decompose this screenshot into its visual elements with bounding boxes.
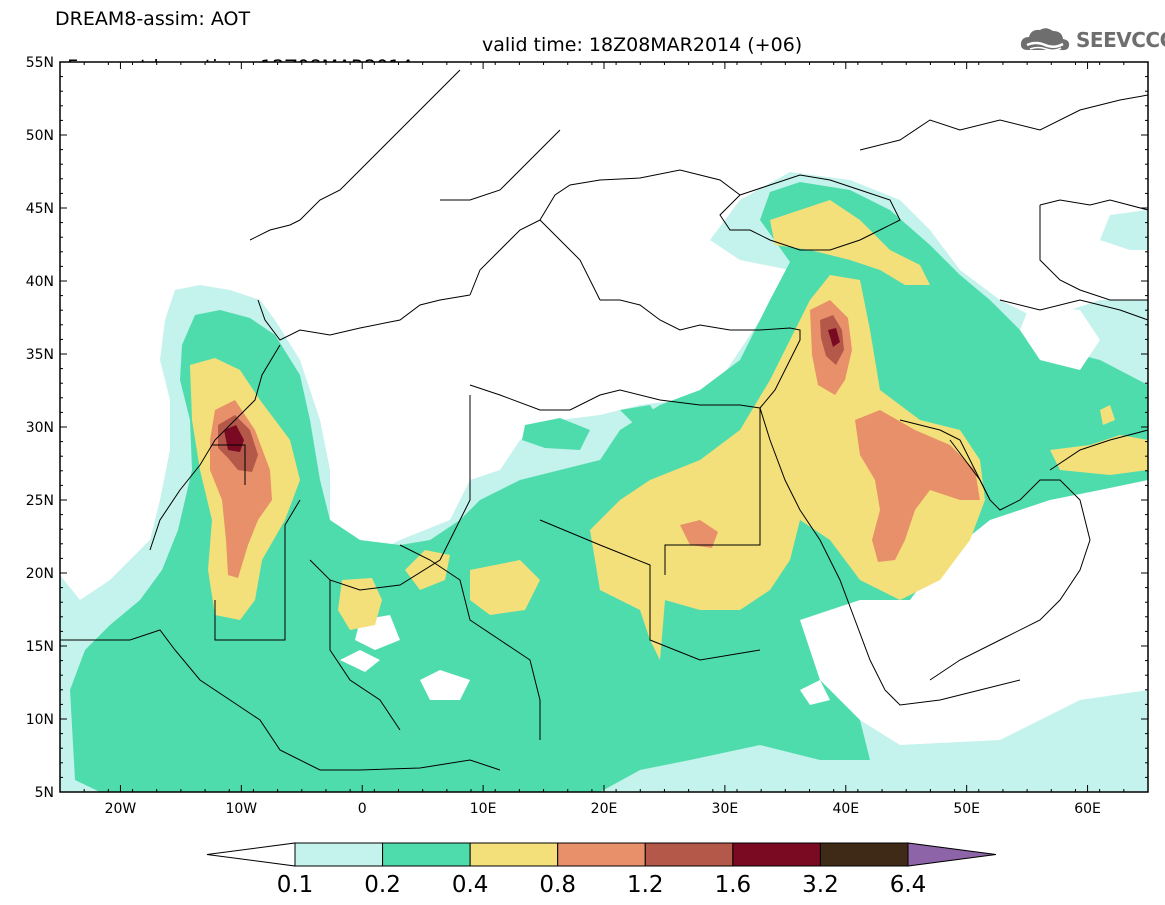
lat-tick-label: 30N — [26, 420, 54, 436]
lat-tick-label: 50N — [26, 128, 54, 144]
colorbar-high-arrow — [907, 842, 997, 867]
colorbar-segment — [732, 842, 821, 867]
lon-tick-label: 60E — [1074, 801, 1101, 817]
lat-tick-label: 5N — [35, 785, 54, 801]
aot-band-0-2 — [70, 182, 1148, 792]
lon-tick-label: 0 — [358, 801, 367, 817]
colorbar-segment — [557, 842, 646, 867]
colorbar-label: 0.4 — [452, 872, 489, 898]
colorbar-low-arrow — [206, 842, 296, 867]
lat-tick-label: 10N — [26, 712, 54, 728]
lat-tick-label: 15N — [26, 639, 54, 655]
lat-axis: 5N 10N 15N 20N 25N 30N 35N 40N 45N 50N 55N — [26, 55, 1148, 801]
lon-axis: 20W 10W 0 10E 20E 30E 40E 50E 60E — [59, 62, 1149, 817]
lon-tick-label: 10E — [470, 801, 497, 817]
lat-tick-label: 20N — [26, 566, 54, 582]
coastlines — [60, 69, 1148, 771]
colorbar: 0.1 0.2 0.4 0.8 1.2 1.6 3.2 6.4 — [206, 842, 997, 898]
lon-tick-label: 20E — [591, 801, 618, 817]
lon-tick-label: 40E — [832, 801, 859, 817]
colorbar-label: 0.8 — [539, 872, 576, 898]
seevccc-logo: SEEVCCC — [1018, 24, 1165, 56]
lat-tick-label: 25N — [26, 493, 54, 509]
colorbar-label: 6.4 — [890, 872, 927, 898]
cloud-logo-icon — [1020, 28, 1070, 52]
colorbar-label: 1.6 — [715, 872, 752, 898]
colorbar-segment — [819, 842, 909, 867]
colorbar-segment — [294, 842, 384, 867]
lon-tick-label: 10W — [225, 801, 257, 817]
logo-text: SEEVCCC — [1076, 28, 1165, 52]
lon-tick-label: 20W — [105, 801, 137, 817]
map-title: DREAM8-assim: AOT — [55, 8, 251, 30]
colorbar-segment — [382, 842, 471, 867]
valid-time: valid time: 18Z08MAR2014 (+06) — [482, 34, 803, 56]
colorbar-label: 3.2 — [802, 872, 839, 898]
colorbar-segment — [644, 842, 734, 867]
lat-tick-label: 40N — [26, 274, 54, 290]
colorbar-label: 1.2 — [627, 872, 664, 898]
lon-tick-label: 50E — [953, 801, 980, 817]
lat-tick-label: 45N — [26, 201, 54, 217]
colorbar-label: 0.2 — [364, 872, 401, 898]
colorbar-segment — [469, 842, 559, 867]
colorbar-label: 0.1 — [277, 872, 314, 898]
lon-tick-label: 30E — [712, 801, 739, 817]
lat-tick-label: 35N — [26, 347, 54, 363]
lat-tick-label: 55N — [26, 55, 54, 71]
